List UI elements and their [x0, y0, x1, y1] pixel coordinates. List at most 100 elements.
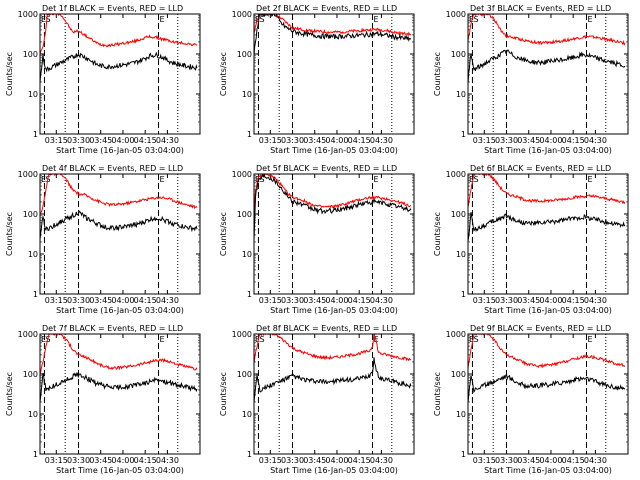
interval-marker-label: S — [45, 15, 50, 24]
y-tick-label: 10 — [28, 410, 38, 419]
lld-series-line — [254, 14, 412, 37]
plot-frame — [467, 333, 629, 455]
y-tick-label: 1000 — [446, 330, 466, 339]
y-tick-label: 10 — [456, 410, 466, 419]
y-tick-label: 100 — [237, 50, 252, 59]
x-axis-label: Start Time (16-Jan-05 03:04:00) — [270, 466, 398, 475]
y-tick-label: 100 — [451, 210, 466, 219]
x-tick-label: 03:15 — [45, 296, 68, 305]
x-tick-label: 03:45 — [517, 136, 540, 145]
x-tick-label: 04:15 — [134, 136, 157, 145]
x-tick-label: 04:30 — [156, 296, 179, 305]
y-tick-label: 100 — [451, 50, 466, 59]
events-series-line — [468, 212, 626, 242]
lld-series-line — [468, 14, 626, 46]
panel-det-7: Det 7f BLACK = Events, RED = LLD Counts/s… — [5, 324, 201, 475]
panel-title: Det 5f BLACK = Events, RED = LLD — [256, 164, 397, 173]
x-axis-label: Start Time (16-Jan-05 03:04:00) — [56, 306, 184, 315]
interval-marker-label: E — [160, 335, 165, 344]
x-tick-label: 03:30 — [281, 296, 304, 305]
y-tick-label: 10 — [28, 250, 38, 259]
y-tick-label: 10 — [242, 250, 252, 259]
x-tick-label: 03:30 — [281, 136, 304, 145]
lld-series-line — [468, 334, 626, 369]
panel-title: Det 7f BLACK = Events, RED = LLD — [42, 324, 183, 333]
x-tick-label: 04:15 — [562, 136, 585, 145]
x-tick-label: 04:15 — [562, 456, 585, 465]
x-tick-label: 04:30 — [584, 136, 607, 145]
panel-det-6: Det 6f BLACK = Events, RED = LLD Counts/s… — [433, 164, 629, 315]
x-tick-label: 03:15 — [259, 296, 282, 305]
panel-det-9: Det 9f BLACK = Events, RED = LLD Counts/s… — [433, 324, 629, 475]
x-axis-label: Start Time (16-Jan-05 03:04:00) — [270, 306, 398, 315]
x-tick-label: 04:00 — [111, 456, 134, 465]
events-series-line — [254, 14, 412, 56]
x-tick-label: 03:30 — [67, 456, 90, 465]
y-tick-label: 1 — [33, 130, 38, 139]
y-tick-label: 10 — [242, 90, 252, 99]
y-tick-label: 1 — [461, 130, 466, 139]
x-tick-label: 04:30 — [370, 456, 393, 465]
interval-marker-label: S — [259, 335, 264, 344]
plot-frame — [39, 333, 201, 455]
y-tick-label: 1000 — [446, 10, 466, 19]
x-tick-label: 04:00 — [111, 296, 134, 305]
x-tick-label: 04:15 — [134, 296, 157, 305]
y-tick-label: 10 — [456, 250, 466, 259]
x-axis-label: Start Time (16-Jan-05 03:04:00) — [484, 306, 612, 315]
x-tick-label: 04:15 — [348, 456, 371, 465]
y-tick-label: 1000 — [232, 10, 252, 19]
interval-marker-label: E — [469, 335, 474, 344]
x-tick-label: 04:30 — [156, 456, 179, 465]
x-tick-label: 03:15 — [473, 456, 496, 465]
plot-frame — [253, 13, 415, 135]
x-axis-label: Start Time (16-Jan-05 03:04:00) — [56, 146, 184, 155]
x-tick-label: 04:30 — [370, 136, 393, 145]
y-tick-label: 1 — [461, 450, 466, 459]
panel-title: Det 8f BLACK = Events, RED = LLD — [256, 324, 397, 333]
x-tick-label: 04:00 — [325, 136, 348, 145]
y-axis-label: Counts/sec — [5, 372, 14, 416]
panel-det-3: Det 3f BLACK = Events, RED = LLD Counts/s… — [433, 4, 629, 155]
interval-marker-label: E — [160, 15, 165, 24]
panel-title: Det 4f BLACK = Events, RED = LLD — [42, 164, 183, 173]
interval-marker-label: E — [588, 15, 593, 24]
x-tick-label: 03:30 — [495, 296, 518, 305]
y-axis-label: Counts/sec — [5, 212, 14, 256]
plot-frame — [253, 173, 415, 295]
y-axis-label: Counts/sec — [433, 372, 442, 416]
panel-title: Det 6f BLACK = Events, RED = LLD — [470, 164, 611, 173]
interval-marker-label: E — [41, 15, 46, 24]
lld-series-line — [40, 14, 198, 56]
panel-title: Det 1f BLACK = Events, RED = LLD — [42, 4, 183, 13]
events-series-line — [254, 357, 412, 403]
y-tick-label: 1000 — [18, 330, 38, 339]
interval-marker-label: E — [255, 335, 260, 344]
x-tick-label: 03:45 — [89, 136, 112, 145]
x-tick-label: 04:15 — [348, 296, 371, 305]
interval-marker-label: E — [374, 15, 379, 24]
x-tick-label: 03:45 — [303, 136, 326, 145]
panel-det-5: Det 5f BLACK = Events, RED = LLD Counts/s… — [219, 164, 415, 315]
y-axis-label: Counts/sec — [433, 212, 442, 256]
lld-series-line — [40, 334, 198, 375]
lld-series-line — [254, 174, 411, 214]
y-tick-label: 1 — [461, 290, 466, 299]
y-tick-label: 10 — [456, 90, 466, 99]
interval-marker-label: S — [259, 175, 264, 184]
events-series-line — [254, 174, 412, 241]
panel-det-4: Det 4f BLACK = Events, RED = LLD Counts/s… — [5, 164, 201, 315]
interval-marker-label: S — [473, 335, 478, 344]
x-tick-label: 04:00 — [325, 296, 348, 305]
panel-title: Det 2f BLACK = Events, RED = LLD — [256, 4, 397, 13]
panel-det-1: Det 1f BLACK = Events, RED = LLD Counts/s… — [5, 4, 201, 155]
y-tick-label: 100 — [451, 370, 466, 379]
interval-marker-label: E — [41, 335, 46, 344]
x-tick-label: 03:45 — [303, 296, 326, 305]
panel-title: Det 3f BLACK = Events, RED = LLD — [470, 4, 611, 13]
x-tick-label: 03:15 — [473, 296, 496, 305]
x-tick-label: 04:15 — [562, 296, 585, 305]
y-tick-label: 10 — [28, 90, 38, 99]
y-tick-label: 1000 — [232, 330, 252, 339]
